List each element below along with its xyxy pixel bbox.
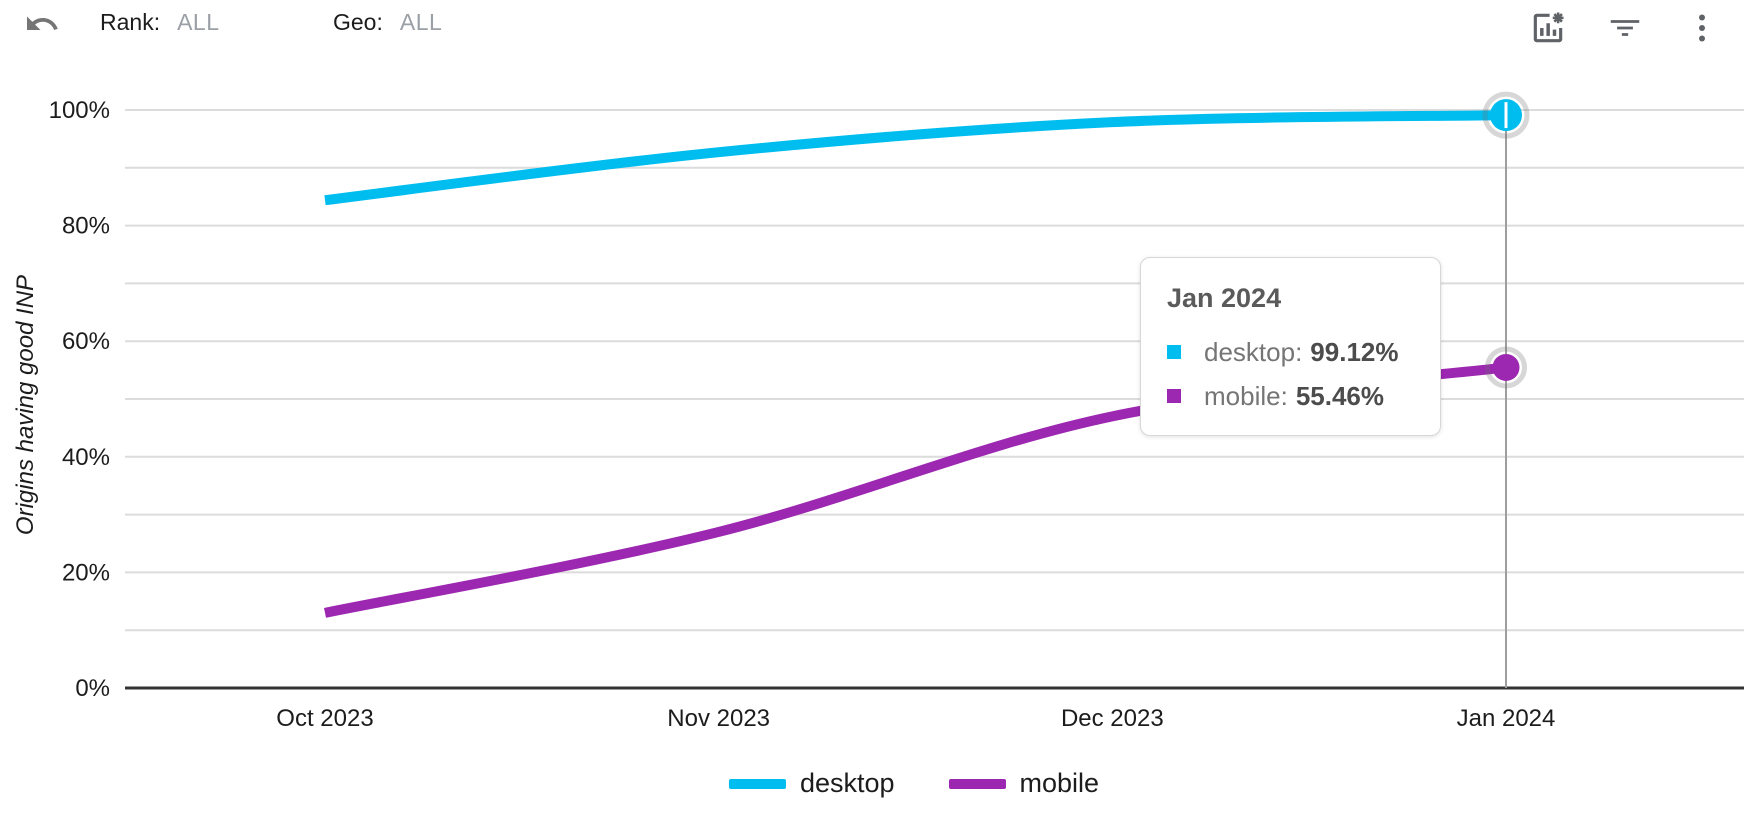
- tooltip-title: Jan 2024: [1167, 283, 1282, 313]
- tooltip-series-swatch: [1167, 345, 1181, 359]
- series-line-desktop: [324, 110, 1507, 206]
- x-tick-label: Dec 2023: [1061, 705, 1164, 732]
- legend-item-desktop[interactable]: desktop: [728, 768, 895, 799]
- geo-value[interactable]: ALL: [399, 9, 443, 35]
- filter-button[interactable]: [1603, 6, 1647, 50]
- legend-swatch: [728, 778, 786, 789]
- legend-item-mobile[interactable]: mobile: [948, 768, 1100, 799]
- chart-settings-button[interactable]: [1526, 6, 1570, 50]
- series-point-mobile: [1492, 353, 1520, 381]
- chart-tooltip: Jan 2024 desktop: 99.12% mobile: 55.46%: [1140, 257, 1441, 436]
- geo-filter: Geo: ALL: [333, 9, 442, 36]
- chart-legend: desktop mobile: [76, 768, 1752, 799]
- undo-icon: [24, 6, 60, 42]
- line-chart[interactable]: 0% 20% 40% 60% 80% 100% Oct 2023 Nov 2023 Dec 20…: [0, 0, 1752, 760]
- tooltip-series-value: 99.12%: [1310, 336, 1399, 367]
- series-point-halo-mobile: [1485, 346, 1527, 389]
- more-options-icon: [1683, 9, 1721, 47]
- rank-value[interactable]: ALL: [177, 9, 220, 35]
- tooltip-row: mobile: 55.46%: [1167, 380, 1440, 411]
- topbar: Rank: ALL Geo: ALL: [0, 0, 1752, 56]
- legend-swatch: [948, 778, 1006, 789]
- rank-label: Rank:: [100, 9, 161, 35]
- y-tick-label: 0%: [75, 675, 110, 702]
- tooltip-series-label: desktop:: [1204, 336, 1303, 367]
- x-tick-label: Oct 2023: [276, 705, 373, 732]
- geo-label: Geo:: [333, 9, 383, 35]
- more-menu-button[interactable]: [1680, 6, 1724, 50]
- rank-filter: Rank: ALL: [100, 9, 220, 36]
- y-tick-label: 100%: [49, 97, 110, 124]
- x-tick-label: Jan 2024: [1457, 705, 1556, 732]
- tooltip-series-label: mobile:: [1204, 380, 1288, 411]
- x-tick-label: Nov 2023: [667, 705, 770, 732]
- legend-label: mobile: [1019, 768, 1100, 798]
- tooltip-series-swatch: [1167, 389, 1181, 403]
- y-tick-label: 40%: [62, 444, 110, 471]
- y-tick-label: 60%: [62, 328, 110, 355]
- chart-settings-icon: [1529, 9, 1567, 47]
- tooltip-row: desktop: 99.12%: [1167, 336, 1440, 367]
- y-tick-label: 80%: [62, 213, 110, 240]
- y-axis-title: Origins having good INP: [12, 274, 39, 536]
- legend-label: desktop: [799, 768, 895, 798]
- y-tick-label: 20%: [62, 559, 110, 586]
- series-point-halo-desktop: [1482, 91, 1530, 139]
- tooltip-rows: desktop: 99.12% mobile: 55.46%: [1141, 336, 1440, 411]
- undo-button[interactable]: [20, 2, 64, 46]
- tooltip-series-value: 55.46%: [1295, 380, 1385, 411]
- filter-icon: [1606, 9, 1644, 47]
